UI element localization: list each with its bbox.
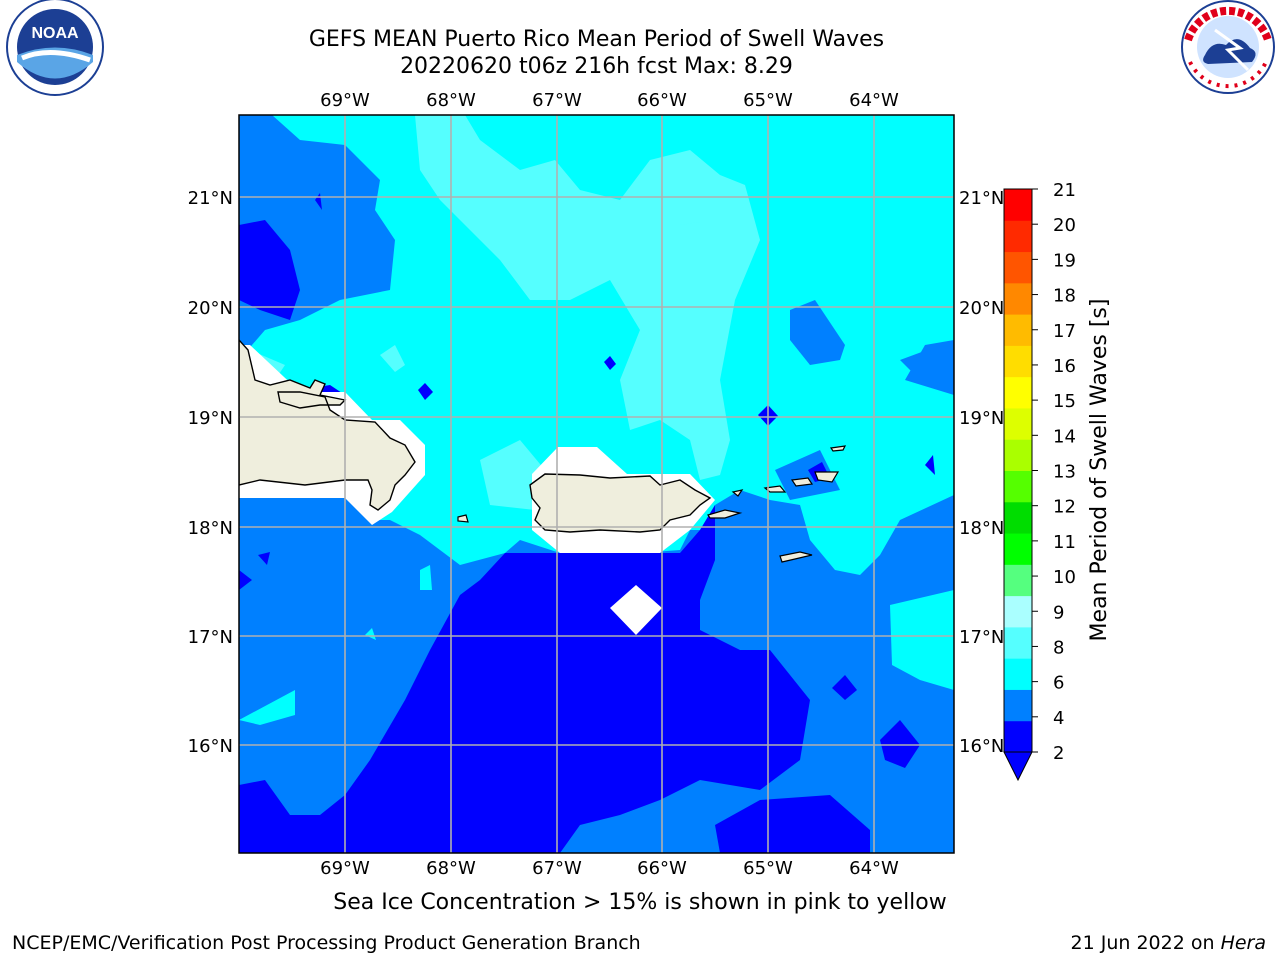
- colorbar-segment: [1004, 345, 1032, 378]
- colorbar-tick-label: 17: [1053, 321, 1076, 342]
- colorbar-tick-label: 8: [1053, 637, 1064, 658]
- lat-label-left: 21°N: [188, 188, 233, 209]
- colorbar-tick-label: 10: [1053, 567, 1076, 588]
- colorbar-segment: [1004, 626, 1032, 659]
- lat-label-right: 21°N: [959, 188, 1004, 209]
- noaa-logo: NOAA: [6, 0, 104, 96]
- colorbar-tick-label: 13: [1053, 462, 1076, 483]
- colorbar-tick-label: 19: [1053, 250, 1076, 271]
- colorbar-label: Mean Period of Swell Waves [s]: [1087, 299, 1112, 642]
- lat-label-left: 19°N: [188, 408, 233, 429]
- lat-label-right: 20°N: [959, 298, 1004, 319]
- colorbar-segment: [1004, 251, 1032, 284]
- lat-label-right: 16°N: [959, 736, 1004, 757]
- colorbar-tick-label: 12: [1053, 497, 1076, 518]
- footer-date: 21 Jun 2022 on Hera: [1071, 932, 1266, 954]
- sea-ice-note: Sea Ice Concentration > 15% is shown in …: [333, 890, 947, 915]
- colorbar-tick-label: 18: [1053, 286, 1076, 307]
- footer-credit: NCEP/EMC/Verification Post Processing Pr…: [12, 932, 641, 954]
- colorbar-segment: [1004, 439, 1032, 471]
- lat-label-right: 18°N: [959, 518, 1004, 539]
- colorbar-segment: [1004, 314, 1032, 346]
- colorbar-segment: [1004, 376, 1032, 409]
- lat-label-left: 18°N: [188, 518, 233, 539]
- lon-label-top: 66°W: [637, 90, 687, 111]
- lon-label-top: 65°W: [743, 90, 793, 111]
- lon-label-top: 69°W: [320, 90, 370, 111]
- lat-label-right: 17°N: [959, 627, 1004, 648]
- lon-label-bottom: 66°W: [637, 858, 687, 879]
- colorbar-segment: [1004, 533, 1032, 565]
- lat-label-left: 20°N: [188, 298, 233, 319]
- lat-label-left: 16°N: [188, 736, 233, 757]
- colorbar-segment: [1004, 564, 1032, 597]
- noaa-logo-text: NOAA: [31, 25, 79, 42]
- colorbar-segment: [1004, 720, 1032, 753]
- lon-label-bottom: 65°W: [743, 858, 793, 879]
- hispaniola-land: [239, 338, 416, 511]
- chart-subtitle: 20220620 t06z 216h fcst Max: 8.29: [400, 54, 793, 79]
- footer-host: Hera: [1220, 932, 1266, 954]
- colorbar-segment: [1004, 470, 1032, 503]
- lat-label-right: 19°N: [959, 408, 1004, 429]
- colorbar-tick-label: 11: [1053, 532, 1076, 553]
- lon-label-bottom: 68°W: [426, 858, 476, 879]
- colorbar-segment: [1004, 407, 1032, 440]
- colorbar-tick-label: 6: [1053, 673, 1064, 694]
- colorbar-tick-label: 16: [1053, 356, 1076, 377]
- colorbar-segment: [1004, 220, 1032, 253]
- colorbar-tick-label: 15: [1053, 391, 1076, 412]
- colorbar-segment: [1004, 282, 1032, 315]
- colorbar-segment: [1004, 501, 1032, 534]
- colorbar: 2 4 6 8 9 10 11 12 13 14 15 16 17 18 19 20 21: [1003, 180, 1076, 782]
- colorbar-segment: [1004, 658, 1032, 690]
- lon-label-top: 67°W: [532, 90, 582, 111]
- colorbar-under-triangle: [1003, 751, 1033, 782]
- colorbar-tick-label: 21: [1053, 180, 1076, 201]
- swell-period-6-8-area: [415, 115, 760, 480]
- swell-period-under-2-area: [239, 505, 810, 853]
- colorbar-segment: [1004, 595, 1032, 628]
- lat-label-left: 17°N: [188, 627, 233, 648]
- footer-date-text: 21 Jun 2022 on: [1070, 932, 1221, 954]
- lon-label-bottom: 69°W: [320, 858, 370, 879]
- nws-logo: [1181, 0, 1275, 94]
- colorbar-tick-label: 4: [1053, 708, 1064, 729]
- colorbar-tick-label: 20: [1053, 215, 1076, 236]
- map-plot: [239, 115, 954, 853]
- colorbar-tick-label: 2: [1053, 743, 1064, 764]
- lon-label-bottom: 64°W: [849, 858, 899, 879]
- colorbar-tick-label: 14: [1053, 426, 1076, 447]
- lon-label-top: 68°W: [426, 90, 476, 111]
- colorbar-segment: [1004, 689, 1032, 722]
- chart-title: GEFS MEAN Puerto Rico Mean Period of Swe…: [308, 27, 885, 52]
- colorbar-segment: [1004, 189, 1032, 221]
- puerto-rico-land: [529, 473, 712, 533]
- map-gridlines: [239, 115, 954, 853]
- lon-label-top: 64°W: [849, 90, 899, 111]
- colorbar-tick-label: 9: [1053, 602, 1064, 623]
- lon-label-bottom: 67°W: [532, 858, 582, 879]
- map-frame: [238, 114, 955, 854]
